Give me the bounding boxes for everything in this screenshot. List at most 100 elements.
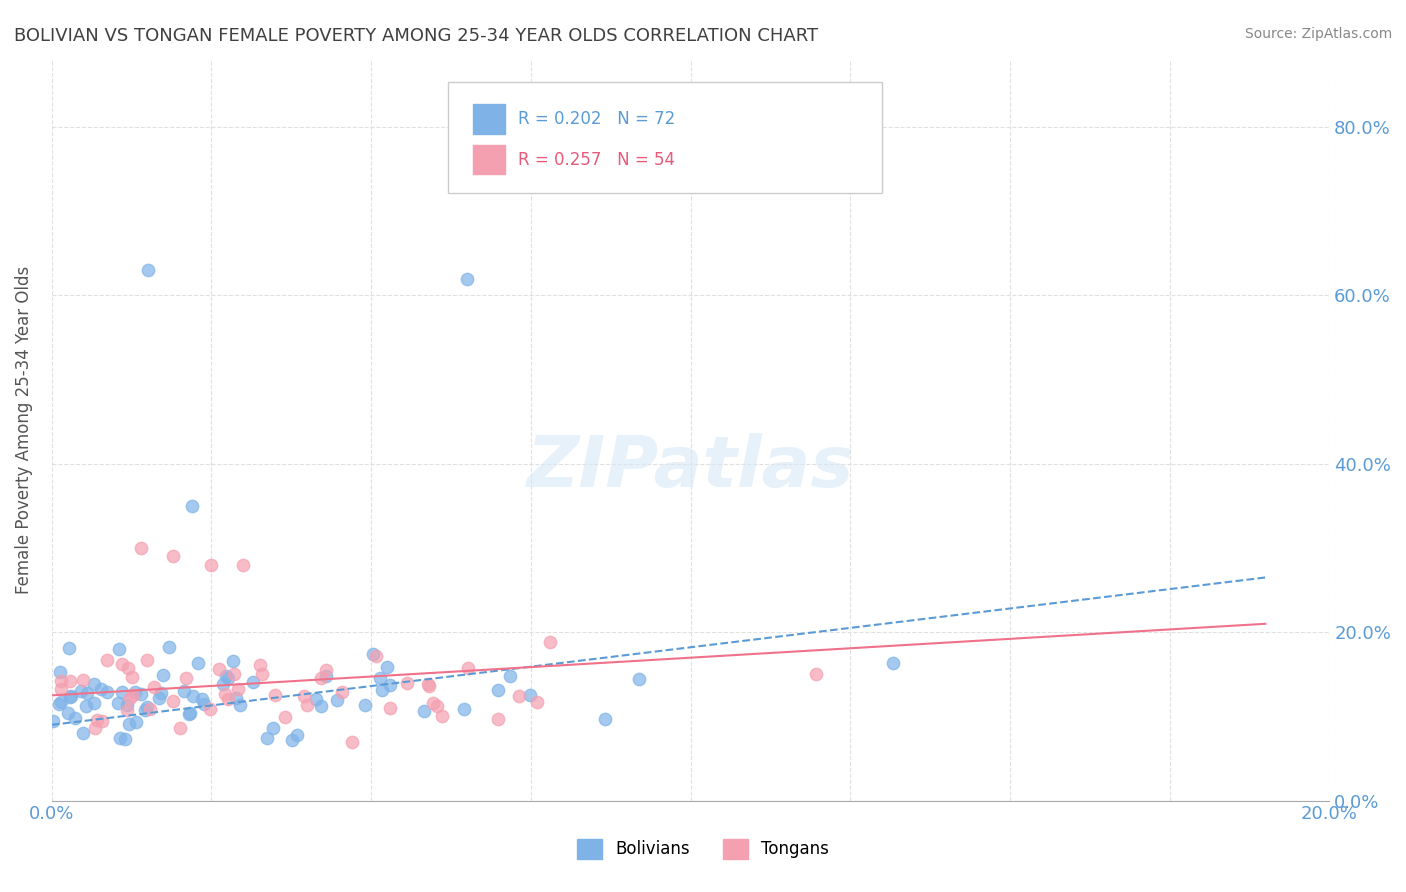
Tongans — [426, 698, 449, 713]
Bolivians — [281, 733, 304, 747]
Bolivians — [173, 684, 195, 698]
Tongans — [122, 688, 145, 702]
Bar — [474, 104, 505, 134]
Bolivians — [72, 725, 94, 739]
Bolivians — [136, 700, 159, 714]
Tongans — [249, 658, 271, 673]
Bolivians — [75, 699, 97, 714]
Bolivians — [59, 690, 82, 704]
Bolivians — [519, 688, 541, 702]
Tongans — [91, 714, 114, 728]
Tongans — [121, 670, 143, 684]
Tongans — [422, 696, 444, 710]
Tongans — [58, 673, 80, 688]
Tongans — [292, 689, 315, 703]
Tongans — [273, 710, 295, 724]
Bolivians — [90, 682, 112, 697]
Bolivians — [375, 659, 398, 673]
Text: R = 0.257   N = 54: R = 0.257 N = 54 — [517, 151, 675, 169]
Tongans — [252, 667, 274, 681]
Tongans — [174, 671, 197, 685]
Bolivians — [187, 657, 209, 671]
Bolivians — [49, 695, 72, 709]
Tongans — [200, 558, 222, 572]
Tongans — [169, 721, 191, 735]
FancyBboxPatch shape — [447, 82, 882, 193]
Tongans — [228, 681, 250, 696]
Bolivians — [262, 721, 284, 735]
Bolivians — [58, 641, 80, 656]
Bolivians — [325, 693, 347, 707]
Bolivians — [181, 499, 204, 513]
Bolivians — [193, 697, 215, 711]
Bolivians — [222, 654, 245, 668]
Tongans — [84, 721, 107, 735]
Tongans — [342, 735, 364, 749]
Bolivians — [499, 669, 522, 683]
Text: Source: ZipAtlas.com: Source: ZipAtlas.com — [1244, 27, 1392, 41]
Bolivians — [41, 714, 63, 728]
Tongans — [96, 653, 118, 667]
Tongans — [142, 680, 165, 694]
Bolivians — [110, 685, 132, 699]
Bolivians — [124, 685, 146, 699]
Tongans — [804, 667, 827, 681]
Tongans — [508, 689, 530, 703]
Tongans — [526, 695, 548, 709]
Tongans — [118, 691, 141, 706]
Bolivians — [59, 690, 82, 704]
Tongans — [110, 657, 132, 671]
Bolivians — [256, 731, 278, 745]
Text: ZIPatlas: ZIPatlas — [527, 433, 855, 501]
Bolivians — [83, 677, 105, 691]
Y-axis label: Female Poverty Among 25-34 Year Olds: Female Poverty Among 25-34 Year Olds — [15, 266, 32, 594]
Bolivians — [179, 707, 201, 722]
Bolivians — [225, 691, 247, 706]
Tongans — [396, 676, 419, 690]
Bolivians — [361, 648, 384, 662]
Bolivians — [229, 698, 252, 713]
Bolivians — [309, 698, 332, 713]
Bolivians — [114, 731, 136, 746]
Bolivians — [108, 642, 131, 657]
Bolivians — [190, 691, 212, 706]
Bolivians — [131, 687, 153, 701]
Tongans — [129, 541, 152, 555]
Tongans — [117, 661, 139, 675]
Tongans — [538, 635, 561, 649]
Tongans — [232, 558, 254, 572]
Text: R = 0.202   N = 72: R = 0.202 N = 72 — [517, 110, 675, 128]
Bolivians — [149, 686, 172, 700]
Bolivians — [76, 685, 98, 699]
Bolivians — [453, 702, 475, 716]
Tongans — [295, 698, 318, 713]
Tongans — [49, 673, 72, 688]
Bolivians — [148, 690, 170, 705]
Bolivians — [115, 698, 138, 712]
Tongans — [135, 653, 157, 667]
Tongans — [332, 685, 354, 699]
Tongans — [86, 713, 108, 727]
Bolivians — [215, 669, 238, 683]
Bolivians — [368, 671, 391, 685]
Tongans — [162, 549, 184, 564]
Tongans — [162, 694, 184, 708]
Bolivians — [136, 263, 159, 277]
Bolivians — [882, 656, 904, 670]
Bolivians — [305, 691, 328, 706]
Text: BOLIVIAN VS TONGAN FEMALE POVERTY AMONG 25-34 YEAR OLDS CORRELATION CHART: BOLIVIAN VS TONGAN FEMALE POVERTY AMONG … — [14, 27, 818, 45]
Bolivians — [63, 711, 86, 725]
Bolivians — [354, 698, 377, 713]
Tongans — [208, 662, 231, 676]
Tongans — [315, 663, 337, 677]
Tongans — [457, 661, 479, 675]
Tongans — [486, 712, 509, 726]
Bolivians — [152, 668, 174, 682]
Bolivians — [370, 682, 392, 697]
Tongans — [72, 673, 94, 687]
Tongans — [214, 687, 236, 701]
Bolivians — [48, 697, 70, 711]
Bolivians — [285, 728, 308, 742]
Bolivians — [48, 665, 70, 679]
Bolivians — [96, 684, 118, 698]
